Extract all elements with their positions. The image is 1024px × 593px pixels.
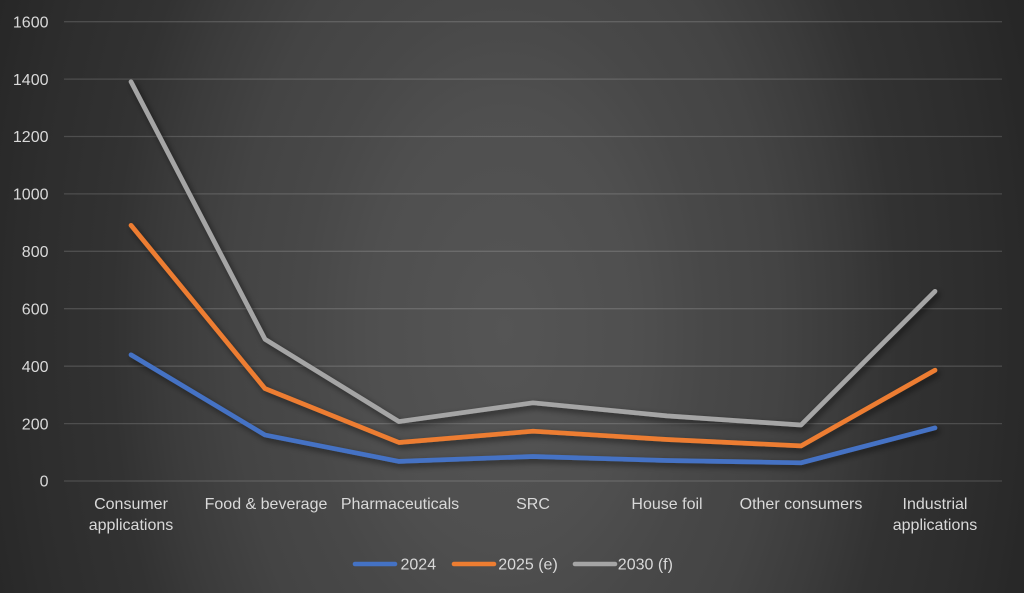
svg-text:600: 600 [22, 301, 49, 318]
svg-text:0: 0 [40, 474, 49, 491]
svg-text:applications: applications [89, 517, 174, 534]
svg-text:2024: 2024 [401, 557, 437, 574]
svg-text:1200: 1200 [13, 129, 49, 146]
svg-text:House foil: House foil [631, 496, 702, 513]
svg-text:2025 (e): 2025 (e) [498, 557, 558, 574]
svg-text:800: 800 [22, 244, 49, 261]
svg-text:1000: 1000 [13, 187, 49, 204]
svg-text:Other consumers: Other consumers [740, 496, 863, 513]
svg-text:SRC: SRC [516, 496, 550, 513]
svg-text:400: 400 [22, 359, 49, 376]
svg-text:1400: 1400 [13, 72, 49, 89]
svg-text:applications: applications [893, 517, 978, 534]
svg-text:Food & beverage: Food & beverage [205, 496, 328, 513]
svg-text:1600: 1600 [13, 14, 49, 31]
svg-text:2030 (f): 2030 (f) [618, 557, 673, 574]
svg-text:Pharmaceuticals: Pharmaceuticals [341, 496, 459, 513]
svg-text:Industrial: Industrial [903, 496, 968, 513]
svg-text:Consumer: Consumer [94, 496, 168, 513]
svg-text:200: 200 [22, 416, 49, 433]
